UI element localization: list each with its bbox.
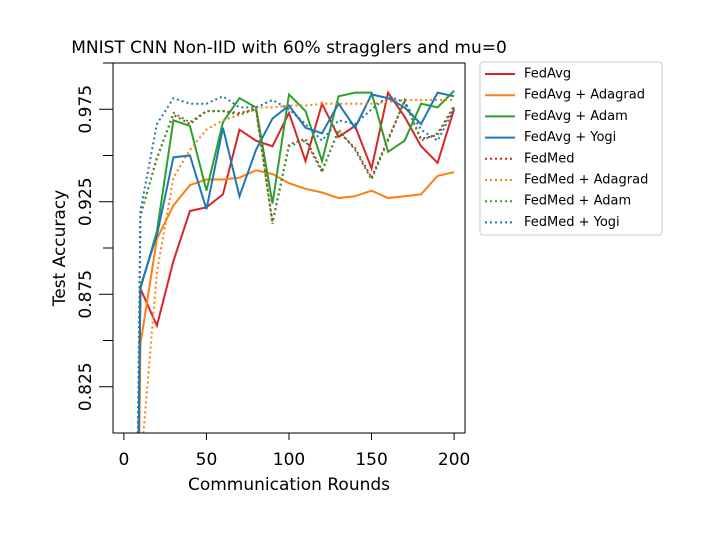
x-axis-label: Communication Rounds xyxy=(188,475,390,495)
plot-area xyxy=(136,90,456,433)
legend-label: FedAvg + Adagrad xyxy=(524,88,645,103)
legend-label: FedAvg + Adam xyxy=(524,109,628,124)
y-tick-label: 0.875 xyxy=(76,270,96,319)
y-axis-label: Test Accuracy xyxy=(50,190,70,308)
series-line xyxy=(137,91,455,433)
legend-label: FedMed + Adagrad xyxy=(524,173,648,188)
series-line xyxy=(138,169,455,433)
legend-label: FedMed + Yogi xyxy=(524,215,620,230)
y-tick-label: 0.825 xyxy=(76,362,96,411)
chart-title: MNIST CNN Non-IID with 60% stragglers an… xyxy=(71,38,507,58)
legend-label: FedAvg xyxy=(524,67,571,82)
y-tick-label: 0.925 xyxy=(76,177,96,226)
x-tick-label: 150 xyxy=(355,450,387,470)
legend xyxy=(479,61,663,236)
legend-label: FedMed xyxy=(524,151,574,166)
legend-label: FedAvg + Yogi xyxy=(524,130,616,145)
series-line xyxy=(137,97,455,433)
series-line xyxy=(137,99,455,433)
series-line xyxy=(137,90,456,433)
x-tick-label: 100 xyxy=(273,450,305,470)
legend-label: FedMed + Adam xyxy=(524,194,631,209)
series-line xyxy=(136,95,455,433)
y-tick-label: 0.975 xyxy=(76,85,96,134)
series-line xyxy=(137,90,455,433)
x-tick-label: 0 xyxy=(118,450,129,470)
x-tick-label: 50 xyxy=(196,450,218,470)
x-tick-label: 200 xyxy=(438,450,470,470)
